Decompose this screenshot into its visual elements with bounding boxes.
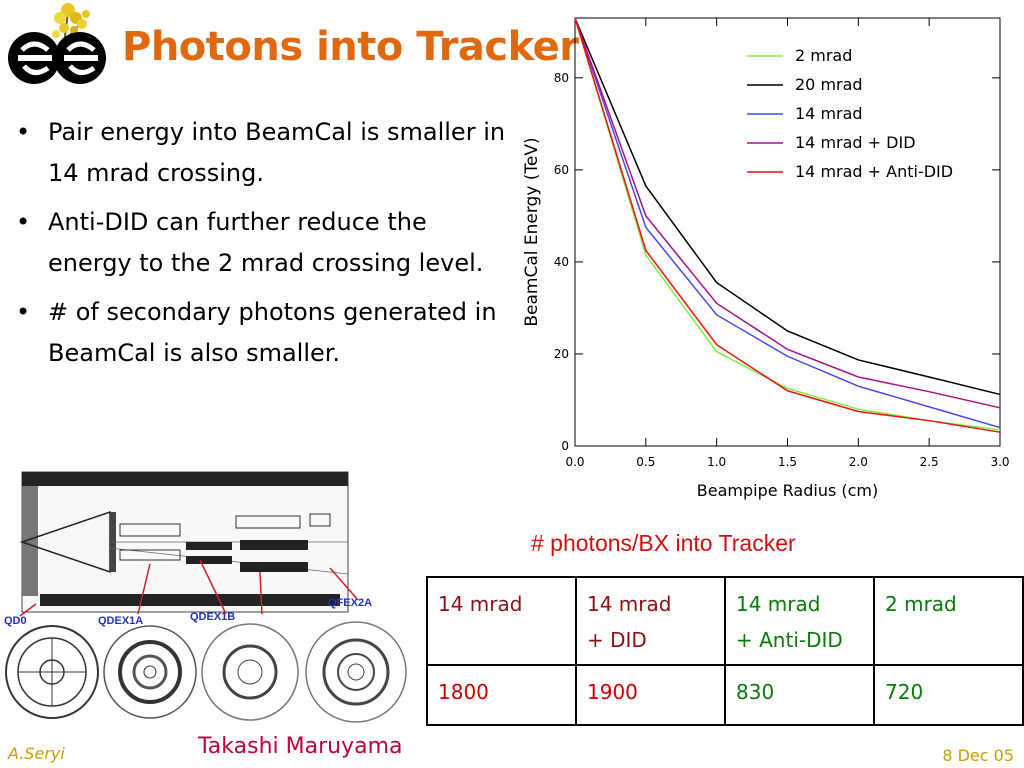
legend-entry: 14 mrad [795, 104, 863, 123]
photons-table: 14 mrad 14 mrad + DID 14 mrad + Anti-DID 2… [426, 576, 1024, 726]
y-axis-label: BeamCal Energy (TeV) [522, 137, 542, 326]
table-header-row: 14 mrad 14 mrad + DID 14 mrad + Anti-DID 2… [426, 576, 1024, 666]
bullet-item: • Anti-DID can further reduce the energy … [16, 202, 516, 284]
bullet-item: • # of secondary photons generated in Bea… [16, 292, 516, 374]
bullet-dot: • [16, 118, 31, 146]
series-line-1 [574, 17, 1001, 396]
series-line-3 [574, 17, 1001, 409]
header-line2: + Anti-DID [736, 628, 843, 652]
x-tick-label: 2.5 [920, 455, 939, 469]
y-tick-label: 40 [554, 255, 569, 269]
x-tick-label: 0.0 [565, 455, 584, 469]
table-cell: 1800 [426, 664, 577, 726]
footer-author: A.Seryi [8, 744, 65, 763]
ee-logo [8, 3, 106, 84]
series-line-0 [574, 17, 1001, 431]
legend-entry: 20 mrad [795, 75, 863, 94]
magnet-cross-section-qdex1b [201, 623, 299, 721]
magnet-cross-section-qfex2a [305, 621, 407, 723]
bullet-dot: • [16, 298, 31, 326]
bullet-text: Pair energy into BeamCal is smaller in 1… [48, 118, 506, 187]
x-tick-label: 2.0 [849, 455, 868, 469]
x-tick-label: 3.0 [990, 455, 1009, 469]
table-cell: 720 [873, 664, 1024, 726]
series-line-2 [574, 17, 1001, 429]
cell-value: 720 [885, 680, 924, 704]
diagram-label-qd0: QD0 [4, 615, 27, 627]
bullet-text: # of secondary photons generated in Beam… [48, 298, 497, 367]
x-tick-label: 0.5 [636, 455, 655, 469]
diagram-label-qfex2a: QFEX2A [328, 597, 372, 609]
header-line2: + DID [587, 628, 647, 652]
table-header-cell: 14 mrad [426, 576, 577, 666]
diagram-label-qdex1b: QDEX1B [190, 611, 235, 623]
legend-entry: 14 mrad + Anti-DID [795, 162, 953, 181]
cell-value: 1800 [438, 680, 489, 704]
pointer-arrows [19, 559, 359, 617]
bullet-item: • Pair energy into BeamCal is smaller in … [16, 112, 516, 194]
table-header-cell: 14 mrad + Anti-DID [724, 576, 875, 666]
y-tick-label: 20 [554, 347, 569, 361]
cell-value: 1900 [587, 680, 638, 704]
legend-entry: 2 mrad [795, 46, 852, 65]
ee-monogram [8, 32, 106, 84]
table-cell: 1900 [575, 664, 726, 726]
legend-entry: 14 mrad + DID [795, 133, 916, 152]
y-tick-label: 0 [561, 439, 569, 453]
magnet-cross-section-qd0 [5, 625, 99, 719]
bullet-dot: • [16, 208, 31, 236]
header-line1: 2 mrad [885, 592, 957, 616]
table-header-cell: 2 mrad [873, 576, 1024, 666]
table-cell: 830 [724, 664, 875, 726]
footer-presenter: Takashi Maruyama [198, 734, 403, 759]
series-line-4 [574, 17, 1001, 433]
page-title: Photons into Tracker [122, 24, 579, 70]
beamline-schematic [19, 471, 349, 613]
photons-table-caption: # photons/BX into Tracker [531, 530, 796, 556]
bullet-list: • Pair energy into BeamCal is smaller in … [16, 112, 516, 382]
header-line1: 14 mrad [438, 592, 523, 616]
chart-axes: 0.0 0.5 1.0 1.5 2.0 2.5 3.0 0 20 40 60 80 Beampipe R… [522, 17, 1010, 500]
flower-icon [52, 3, 90, 61]
cell-value: 830 [736, 680, 775, 704]
footer-date: 8 Dec 05 [942, 746, 1014, 765]
x-axis-label: Beampipe Radius (cm) [697, 481, 879, 500]
diagram-label-qdex1a: QDEX1A [98, 615, 143, 627]
x-tick-label: 1.0 [707, 455, 726, 469]
chart-series-lines [574, 17, 1001, 433]
chart-legend: 2 mrad 20 mrad 14 mrad 14 mrad + DID 14 mrad… [747, 46, 953, 181]
bullet-text: Anti-DID can further reduce the energy t… [48, 208, 484, 277]
y-tick-label: 80 [554, 71, 569, 85]
magnet-cross-section-qdex1a [103, 625, 197, 719]
header-line1: 14 mrad [736, 592, 821, 616]
magnet-layout-diagram: QD0 QDEX1A QDEX1B QFEX2A [4, 471, 407, 723]
table-row: 1800 1900 830 720 [426, 664, 1024, 726]
beamcal-energy-chart: 0.0 0.5 1.0 1.5 2.0 2.5 3.0 0 20 40 60 80 Beampipe R… [522, 17, 1010, 500]
y-tick-label: 60 [554, 163, 569, 177]
table-header-cell: 14 mrad + DID [575, 576, 726, 666]
header-line1: 14 mrad [587, 592, 672, 616]
x-tick-label: 1.5 [778, 455, 797, 469]
